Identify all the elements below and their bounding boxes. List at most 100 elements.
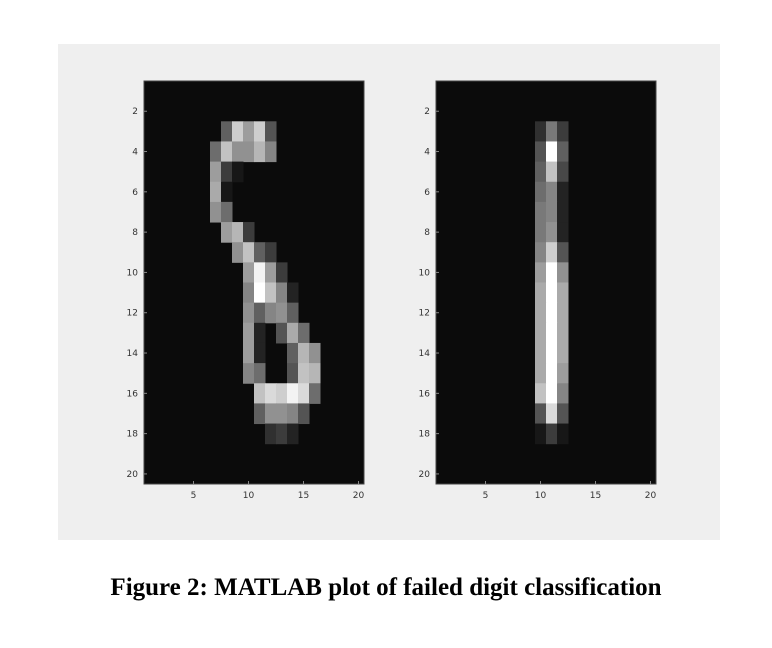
heatmap-cell [221,141,233,163]
heatmap-cell [243,322,255,344]
heatmap-cell [243,121,255,142]
axes-left-digit: 5 10 15 20 2 4 6 8 10 12 14 16 18 20 [127,80,365,501]
heatmap-cell [265,282,277,304]
heatmap-cell [535,161,547,183]
heatmap-cell [232,222,244,243]
heatmap-cell [557,181,569,203]
heatmap-cell [298,342,310,364]
heatmap-cell [535,262,547,283]
y-tick-label: 18 [127,430,139,440]
y-tick-label: 10 [419,268,431,278]
heatmap-cell [287,342,299,364]
heatmap-cell [546,342,558,364]
y-tick-label: 6 [424,188,430,198]
y-tick-label: 8 [424,228,430,238]
y-tick-label: 6 [132,188,138,198]
heatmap-cell [557,423,569,445]
heatmap-cell [243,262,255,283]
heatmap-cell [546,141,558,163]
heatmap-cell [276,282,288,304]
heatmap-cell [265,262,277,283]
x-tick-label: 15 [298,491,309,501]
x-tick-label: 5 [483,491,489,501]
matlab-figure-window: 5 10 15 20 2 4 6 8 10 12 14 16 18 20 5 10 15 20 2 4 6 8 10 12 1… [58,44,720,540]
heatmap-cell [546,282,558,304]
heatmap-cell [535,242,547,263]
heatmap-cell [254,302,266,324]
y-tick-label: 20 [419,470,431,480]
x-tick-label: 10 [243,491,255,501]
heatmap-cell [535,181,547,203]
heatmap-cell [535,403,547,425]
heatmap-cell [546,161,558,183]
heatmap-cell [535,141,547,163]
heatmap-cell [254,363,266,384]
heatmap-cell [254,242,266,263]
heatmap-cell [276,383,288,404]
heatmap-cell [265,121,277,142]
heatmap-cell [546,181,558,203]
heatmap-cell [546,242,558,263]
heatmap-cell [546,302,558,324]
heatmap-cell [557,322,569,344]
heatmap-cell [243,302,255,324]
heatmap-cell [557,141,569,163]
heatmap-cell [221,201,233,223]
heatmap-cell [546,322,558,344]
axes-frame [143,80,365,485]
heatmap-cell [546,262,558,283]
heatmap-cell [557,121,569,142]
heatmap-cell [535,222,547,243]
heatmap-cell [546,363,558,384]
heatmap-cell [287,383,299,404]
heatmap-cell [221,161,233,183]
heatmap-cell [221,121,233,142]
y-tick-label: 10 [127,268,139,278]
heatmap-cell [232,242,244,263]
heatmap-cell [535,302,547,324]
heatmap-cell [535,363,547,384]
heatmap-cell [535,121,547,142]
heatmap-cell [535,201,547,223]
y-tick-label: 12 [127,309,138,319]
heatmap-cell [557,383,569,404]
heatmap-cell [535,383,547,404]
y-tick-label: 4 [132,148,138,158]
heatmap-cell [276,403,288,425]
heatmap-cell [557,282,569,304]
heatmap-cell [243,363,255,384]
x-tick-label: 5 [191,491,197,501]
y-tick-label: 14 [419,349,431,359]
figure-caption: Figure 2: MATLAB plot of failed digit cl… [110,574,662,601]
heatmap-cell [276,302,288,324]
heatmap-cell [254,342,266,364]
heatmap-cell [557,342,569,364]
heatmap-cell [287,302,299,324]
heatmap-cell [546,201,558,223]
y-tick-label: 14 [127,349,139,359]
heatmap-cell [298,403,310,425]
y-tick-label: 2 [132,107,138,117]
y-tick-label: 20 [127,470,139,480]
figure-canvas: 5 10 15 20 2 4 6 8 10 12 14 16 18 20 5 10 15 20 2 4 6 8 10 12 1… [127,80,657,501]
x-tick-label: 20 [353,491,365,501]
heatmap-cell [557,262,569,283]
heatmap-cell [287,322,299,344]
y-tick-label: 18 [419,430,431,440]
heatmap-cell [243,342,255,364]
y-tick-label: 12 [419,309,430,319]
heatmap-cell [309,363,321,384]
heatmap-cell [254,282,266,304]
heatmap-cell [265,242,277,263]
axes-frame [435,80,657,485]
heatmap-cell [557,161,569,183]
heatmap-cell [232,141,244,163]
heatmap-cell [298,322,310,344]
heatmap-cell [298,363,310,384]
heatmap-cell [210,161,222,183]
heatmap-cell [210,181,222,203]
heatmap-cell [287,282,299,304]
heatmap-cell [221,222,233,243]
heatmap-cell [546,222,558,243]
heatmap-cell [265,302,277,324]
